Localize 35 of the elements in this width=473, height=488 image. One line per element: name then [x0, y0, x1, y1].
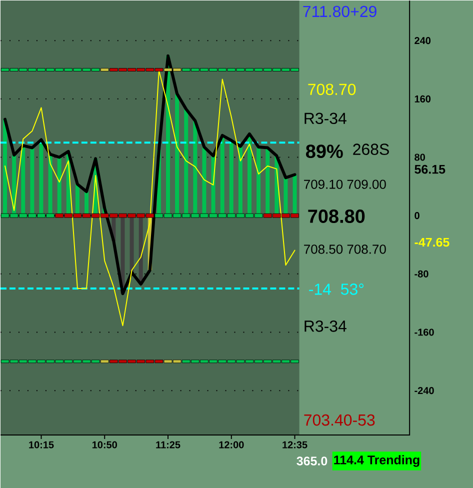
- y-tick-label: -80: [414, 270, 428, 278]
- x-tick-label: 11:25: [156, 441, 180, 448]
- annotation: 89%: [306, 144, 343, 158]
- x-tick-label: 10:15: [29, 441, 54, 448]
- y-tick-label: 80: [414, 154, 425, 161]
- y-tick-label: 160: [414, 95, 431, 102]
- annotation: 53°: [340, 284, 364, 295]
- x-tick-label: 10:50: [92, 441, 117, 448]
- annotation: 703.40-53: [304, 414, 375, 426]
- annotation: R3-34: [304, 320, 346, 332]
- annotation: 711.80+29: [303, 6, 376, 18]
- bar: [130, 216, 134, 272]
- bar: [292, 174, 297, 216]
- annotation: 709.10 709.00: [304, 180, 386, 189]
- bar: [266, 148, 270, 216]
- annotation: R3-34: [304, 112, 346, 124]
- text: 56.15: [414, 164, 446, 174]
- text: -47.65: [414, 238, 450, 247]
- annotation: 708.50 708.70: [304, 244, 386, 254]
- y-tick-label: 240: [414, 37, 431, 44]
- bar: [57, 157, 62, 216]
- annotation: 708.70: [308, 84, 356, 96]
- line-series: [4, 54, 296, 296]
- annotation: 268S: [353, 144, 389, 155]
- text: 365.0: [296, 456, 328, 466]
- line-series: [4, 70, 296, 326]
- x-tick-label: 12:35: [282, 441, 308, 448]
- annotation: -14: [309, 284, 332, 295]
- annotation: 708.80: [308, 210, 365, 223]
- y-tick-label: -160: [414, 328, 434, 336]
- text: 114.4 Trending: [334, 455, 420, 467]
- y-tick-label: 0: [414, 212, 420, 220]
- y-tick-label: -240: [414, 387, 434, 394]
- bar: [284, 178, 288, 216]
- x-tick-label: 12:00: [219, 441, 244, 448]
